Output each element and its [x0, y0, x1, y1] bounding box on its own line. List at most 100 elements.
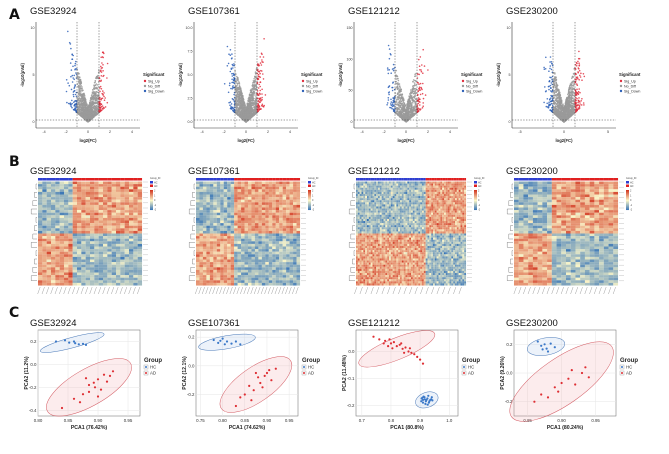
- volcano-point: [418, 87, 421, 90]
- volcano-point: [414, 91, 416, 94]
- volcano-point: [575, 61, 578, 64]
- volcano-point: [407, 99, 410, 101]
- y-tick-label: 5: [33, 73, 35, 77]
- volcano-point: [251, 95, 254, 97]
- volcano-point: [398, 88, 401, 90]
- volcano-point: [243, 108, 246, 111]
- volcano-point: [70, 88, 73, 91]
- volcano-point: [236, 100, 239, 102]
- volcano-point: [262, 78, 265, 80]
- volcano-point: [409, 89, 412, 91]
- volcano-point: [103, 95, 105, 98]
- x-tick-label: 0: [405, 130, 407, 134]
- volcano-point: [79, 103, 81, 105]
- y-tick-label: 100: [347, 57, 353, 61]
- volcano-point: [389, 106, 391, 109]
- volcano-point: [415, 80, 417, 82]
- volcano-point: [245, 107, 247, 109]
- volcano-point: [73, 90, 75, 92]
- volcano-point: [84, 115, 87, 118]
- volcano-point: [387, 97, 390, 99]
- volcano-point: [255, 98, 257, 101]
- volcano-point: [233, 82, 235, 84]
- volcano-point: [99, 90, 101, 93]
- volcano-point: [415, 72, 417, 75]
- volcano-point: [97, 74, 99, 77]
- volcano-point: [231, 53, 233, 55]
- volcano-point: [543, 66, 545, 69]
- volcano-point: [93, 105, 95, 108]
- volcano-point: [253, 85, 256, 88]
- volcano-point: [78, 92, 80, 95]
- volcano-point: [555, 98, 557, 100]
- legend-swatch: [301, 79, 305, 83]
- volcano-point: [94, 101, 97, 104]
- volcano-point: [100, 97, 102, 100]
- x-axis-label: log2(FC): [398, 138, 416, 143]
- volcano-point: [399, 113, 402, 116]
- volcano-point: [415, 110, 417, 113]
- volcano-point: [228, 101, 230, 104]
- volcano-point: [75, 72, 77, 74]
- volcano-point: [248, 110, 250, 112]
- volcano-point: [575, 96, 577, 99]
- volcano-point: [249, 112, 252, 114]
- volcano-point: [66, 101, 68, 104]
- volcano-point: [419, 56, 422, 58]
- volcano-point: [232, 72, 235, 75]
- volcano-point: [398, 83, 401, 85]
- volcano-point: [73, 105, 75, 107]
- volcano-point: [238, 95, 240, 98]
- volcano-point: [403, 105, 406, 108]
- volcano-point: [98, 93, 100, 95]
- volcano-point: [575, 107, 577, 109]
- volcano-point: [399, 85, 401, 88]
- volcano-point: [398, 90, 400, 92]
- volcano-point: [72, 93, 75, 96]
- volcano-point: [250, 106, 253, 108]
- volcano-point: [264, 94, 267, 96]
- volcano-point: [258, 101, 261, 103]
- volcano-point: [242, 110, 244, 112]
- volcano-point: [245, 115, 247, 118]
- volcano-point: [72, 65, 74, 68]
- volcano-point: [550, 82, 553, 84]
- volcano-point: [231, 72, 233, 75]
- volcano-point: [415, 101, 418, 103]
- volcano-point: [228, 53, 230, 55]
- volcano-point: [424, 94, 427, 96]
- volcano-point: [422, 97, 425, 100]
- volcano-point: [420, 70, 423, 73]
- volcano-point: [546, 98, 549, 100]
- volcano-point: [396, 98, 398, 100]
- volcano-point: [421, 107, 424, 109]
- volcano-point: [229, 107, 232, 110]
- volcano-point: [99, 100, 101, 103]
- volcano-point: [71, 99, 73, 102]
- volcano-point: [240, 91, 243, 94]
- volcano-point: [232, 79, 235, 82]
- volcano-point: [414, 104, 417, 106]
- volcano-point: [254, 104, 256, 107]
- volcano-point: [257, 103, 259, 105]
- volcano-point: [104, 97, 106, 99]
- volcano-point: [405, 120, 408, 123]
- volcano-point: [397, 77, 399, 80]
- volcano-point: [65, 79, 68, 81]
- volcano-point: [409, 107, 412, 109]
- volcano-point: [549, 76, 551, 79]
- volcano-point: [392, 97, 394, 99]
- volcano-point: [89, 112, 91, 114]
- x-tick-label: 2: [267, 130, 269, 134]
- volcano-point: [395, 82, 398, 85]
- volcano-point: [417, 90, 420, 92]
- volcano-point: [74, 107, 77, 110]
- volcano-point: [249, 105, 251, 107]
- volcano-point: [258, 64, 260, 67]
- legend-item: Sig_Up: [306, 79, 318, 83]
- volcano-point: [554, 73, 556, 75]
- volcano-point: [577, 60, 579, 63]
- volcano-title: GSE230200: [506, 6, 558, 17]
- volcano-point: [401, 115, 404, 117]
